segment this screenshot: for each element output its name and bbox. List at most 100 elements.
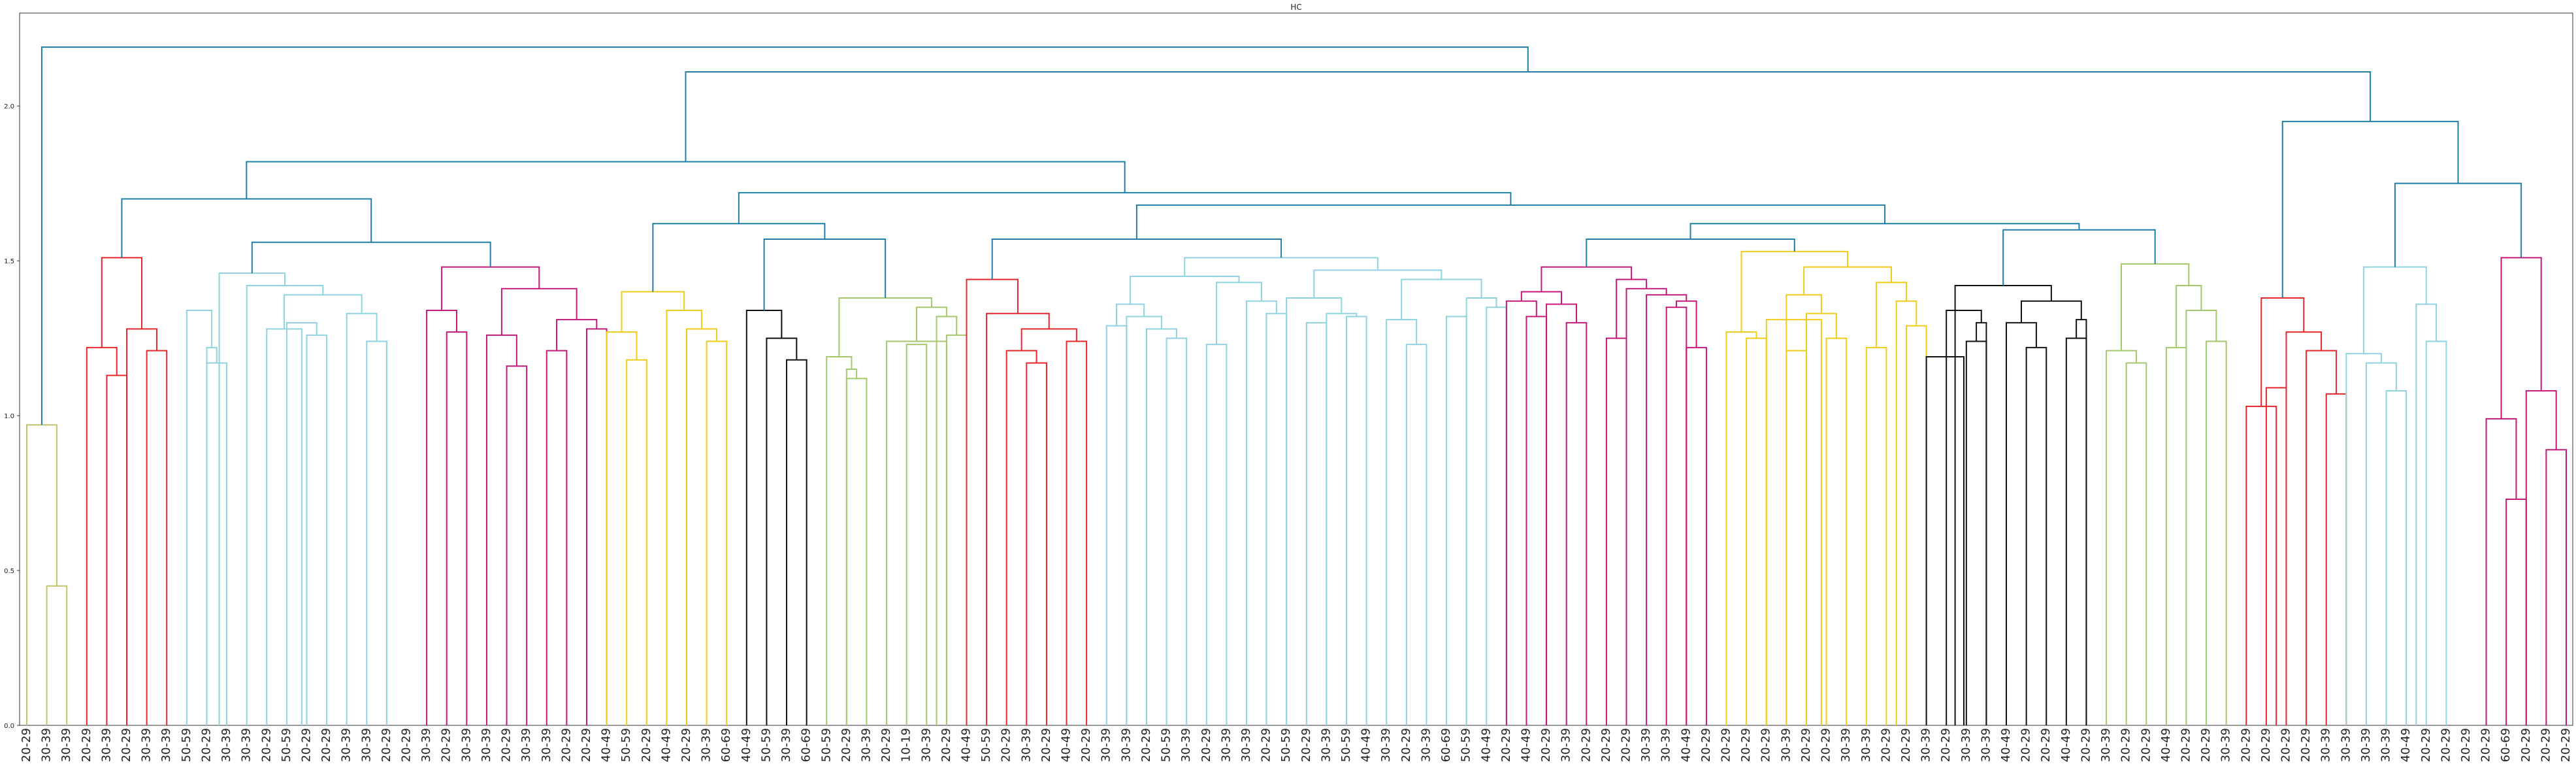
dendrogram-link <box>1565 322 1588 725</box>
dendrogram-link <box>2363 266 2427 354</box>
leaf-label: 20-29 <box>2279 728 2293 762</box>
leaf-label: 20-29 <box>2259 728 2273 762</box>
leaf-label: 30-39 <box>700 728 713 762</box>
leaf-label: 20-29 <box>1139 728 1153 762</box>
dendrogram-link <box>886 340 947 725</box>
leaf-label: 20-29 <box>2079 728 2093 762</box>
leaf-label: 30-39 <box>59 728 73 762</box>
leaf-label: 50-59 <box>180 728 193 762</box>
leaf-label: 20-29 <box>2539 728 2552 762</box>
leaf-label: 50-59 <box>619 728 633 762</box>
leaf-label: 50-59 <box>1279 728 1293 762</box>
leaf-label: 20-29 <box>2239 728 2253 762</box>
leaf-label: 30-39 <box>1559 728 1573 762</box>
leaf-label: 20-29 <box>1759 728 1773 762</box>
leaf-label: 50-59 <box>759 728 773 762</box>
dendrogram-link <box>2394 182 2522 267</box>
leaf-label: 60-69 <box>2499 728 2513 762</box>
leaf-label: 50-59 <box>280 728 293 762</box>
leaf-label: 60-69 <box>1439 728 1453 762</box>
dendrogram-link <box>1876 282 1907 348</box>
dendrogram-link <box>1954 285 2052 725</box>
leaf-label: 20-29 <box>319 728 333 762</box>
dendrogram-link <box>585 328 608 725</box>
leaf-label: 40-49 <box>2059 728 2073 762</box>
leaf-label: 30-39 <box>480 728 493 762</box>
dendrogram-link <box>2185 309 2217 725</box>
leaf-label: 30-39 <box>1419 728 1433 762</box>
leaf-label: 20-29 <box>840 728 853 762</box>
dendrogram-link <box>500 288 578 335</box>
dendrogram-link <box>915 306 947 342</box>
dendrogram-link <box>1130 275 1240 305</box>
leaf-label: 20-29 <box>2139 728 2153 762</box>
dendrogram-link <box>1865 346 1887 725</box>
leaf-label: 30-39 <box>1379 728 1393 762</box>
dendrogram-link <box>1020 328 1077 351</box>
leaf-label: 30-39 <box>1639 728 1653 762</box>
leaf-label: 30-39 <box>779 728 793 762</box>
leaf-label: 20-29 <box>2479 728 2493 762</box>
leaf-label: 20-29 <box>1499 728 1513 762</box>
dendrogram-link <box>106 374 128 725</box>
leaf-label: 30-39 <box>459 728 473 762</box>
y-tick-label: 1.5 <box>4 258 14 265</box>
leaf-label: 30-39 <box>1239 728 1253 762</box>
dendrogram-link <box>426 309 458 725</box>
dendrogram-link <box>606 331 638 725</box>
dendrogram-link <box>652 223 826 292</box>
dendrogram-link <box>1925 356 1965 725</box>
leaf-label: 50-59 <box>1459 728 1473 762</box>
dendrogram-link <box>1245 300 1277 725</box>
leaf-label: 20-29 <box>1739 728 1753 762</box>
leaf-label: 30-39 <box>40 728 54 762</box>
leaf-label: 50-59 <box>1160 728 1173 762</box>
leaf-label: 20-29 <box>2019 728 2033 762</box>
leaf-label: 20-29 <box>2439 728 2453 762</box>
leaf-label: 20-29 <box>2459 728 2473 762</box>
dendrogram-link <box>2020 300 2082 323</box>
dendrogram-link <box>1665 306 1687 725</box>
leaf-label: 40-49 <box>1999 728 2013 762</box>
dendrogram-link <box>1116 303 1145 326</box>
leaf-label: 20-29 <box>1399 728 1413 762</box>
leaf-label: 40-49 <box>1479 728 1493 762</box>
dendrogram-link <box>1785 350 1807 725</box>
dendrogram-link <box>1625 288 1667 725</box>
dendrogram-link <box>1386 319 1418 725</box>
dendrogram-link <box>845 369 858 725</box>
dendrogram-link <box>2065 337 2087 725</box>
dendrogram-link <box>556 319 598 351</box>
leaf-label: 20-29 <box>1699 728 1713 762</box>
leaf-label: 20-29 <box>120 728 133 762</box>
leaf-label: 20-29 <box>1000 728 1013 762</box>
leaf-label: 20-29 <box>640 728 653 762</box>
leaf-label: 40-49 <box>600 728 613 762</box>
dendrogram-link <box>621 291 685 333</box>
leaf-label: 20-29 <box>559 728 573 762</box>
dendrogram-link <box>945 334 968 725</box>
dendrogram-link <box>2121 263 2190 351</box>
leaf-label: 20-29 <box>1620 728 1633 762</box>
dendrogram-link <box>2306 350 2338 725</box>
leaf-label: 20-29 <box>1199 728 1213 762</box>
dendrogram-link <box>2485 418 2517 725</box>
dendrogram-link <box>1205 344 1228 725</box>
leaf-label: 30-39 <box>919 728 933 762</box>
dendrogram-link <box>2285 331 2323 725</box>
dendrogram-link <box>685 71 2372 162</box>
leaf-label: 30-39 <box>140 728 154 762</box>
leaf-label: 30-39 <box>1859 728 1873 762</box>
leaf-label: 20-29 <box>80 728 93 762</box>
dendrogram-link <box>1805 312 1837 725</box>
dendrogram-link <box>1446 316 1467 725</box>
y-tick-label: 0.0 <box>4 723 14 730</box>
dendrogram-link <box>826 356 853 725</box>
leaf-label: 30-39 <box>159 728 173 762</box>
dendrogram-link <box>905 344 928 725</box>
dendrogram-link <box>1505 300 1537 725</box>
leaf-label: 10-19 <box>900 728 913 762</box>
dendrogram-link <box>1216 282 1262 345</box>
dendrogram-link <box>966 278 1019 725</box>
dendrogram-link <box>1486 306 1507 725</box>
